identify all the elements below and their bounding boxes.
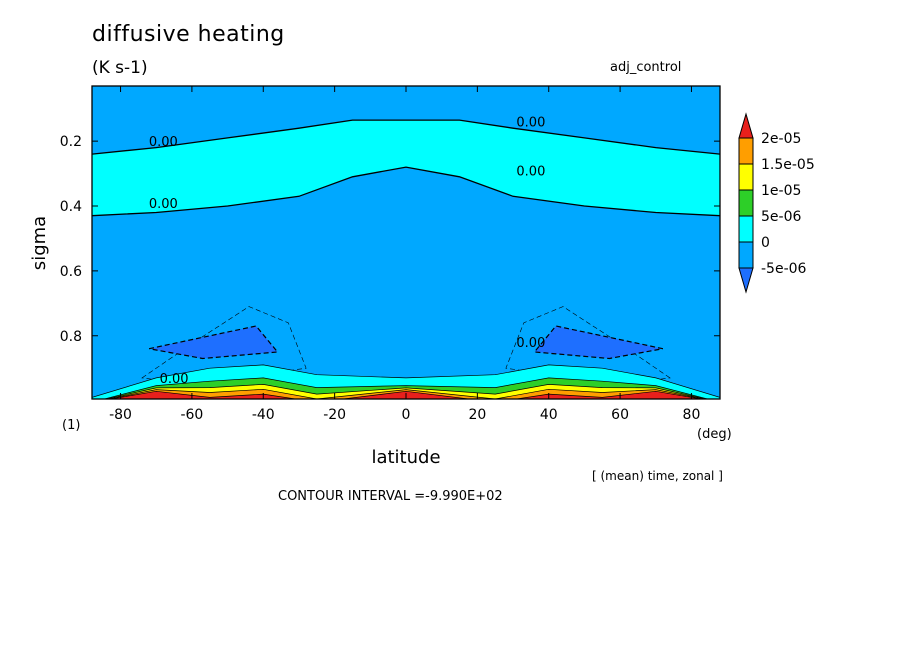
x-tick-label: -60 [180, 407, 203, 423]
colorbar-top-arrow [738, 112, 754, 139]
level-label: (1) [62, 418, 80, 433]
x-tick-label: 60 [611, 407, 629, 423]
contour-label: 0.00 [149, 135, 178, 150]
x-tick-label: 20 [468, 407, 486, 423]
averaging-note: [ (mean) time, zonal ] [592, 469, 723, 483]
colorbar-bin [738, 241, 754, 269]
contour-label: 0.00 [149, 197, 178, 212]
negative-core-nh [533, 325, 664, 360]
colorbar-label: 0 [761, 235, 770, 251]
x-axis-label: latitude [371, 447, 440, 468]
y-tick-label: 0.8 [60, 329, 82, 345]
colorbar-label: 5e-06 [761, 209, 801, 225]
colorbar-bin [738, 215, 754, 243]
contour-label: 0.00 [516, 116, 545, 131]
field-positive-upper-band [92, 120, 720, 216]
contour-interval-label: CONTOUR INTERVAL =-9.990E+02 [278, 489, 503, 504]
x-tick-label: -20 [323, 407, 346, 423]
negative-core-sh [148, 325, 279, 360]
run-name: adj_control [610, 60, 682, 75]
plot-fields [92, 86, 720, 399]
colorbar-label: 1e-05 [761, 183, 801, 199]
contour-label: 0.00 [160, 372, 189, 387]
x-tick-label: 40 [540, 407, 558, 423]
colorbar-label: -5e-06 [761, 261, 807, 277]
x-tick-label: 0 [402, 407, 411, 423]
x-unit-label: (deg) [697, 427, 732, 442]
negative-outer-contour-nh [505, 306, 671, 385]
x-tick-label: 80 [683, 407, 701, 423]
lower-zero-contour [92, 166, 720, 217]
y-axis-label: sigma [29, 216, 50, 270]
y-tick-label: 0.4 [60, 199, 82, 215]
colorbar-bin [738, 189, 754, 217]
colorbar-bottom-arrow [738, 267, 754, 294]
colorbar-bin [738, 137, 754, 165]
chart-title: diffusive heating [92, 22, 285, 47]
upper-zero-contour [92, 119, 720, 155]
colorbar-label: 1.5e-05 [761, 157, 815, 173]
colorbar-bin [738, 163, 754, 191]
contour-label: 0.00 [516, 336, 545, 351]
y-tick-label: 0.6 [60, 264, 82, 280]
chart-units: (K s-1) [92, 58, 148, 78]
negative-outer-contour-sh [141, 306, 307, 385]
colorbar-label: 2e-05 [761, 131, 801, 147]
contour-label: 0.00 [516, 164, 545, 179]
x-tick-label: -40 [252, 407, 275, 423]
x-tick-label: -80 [109, 407, 132, 423]
y-tick-label: 0.2 [60, 134, 82, 150]
